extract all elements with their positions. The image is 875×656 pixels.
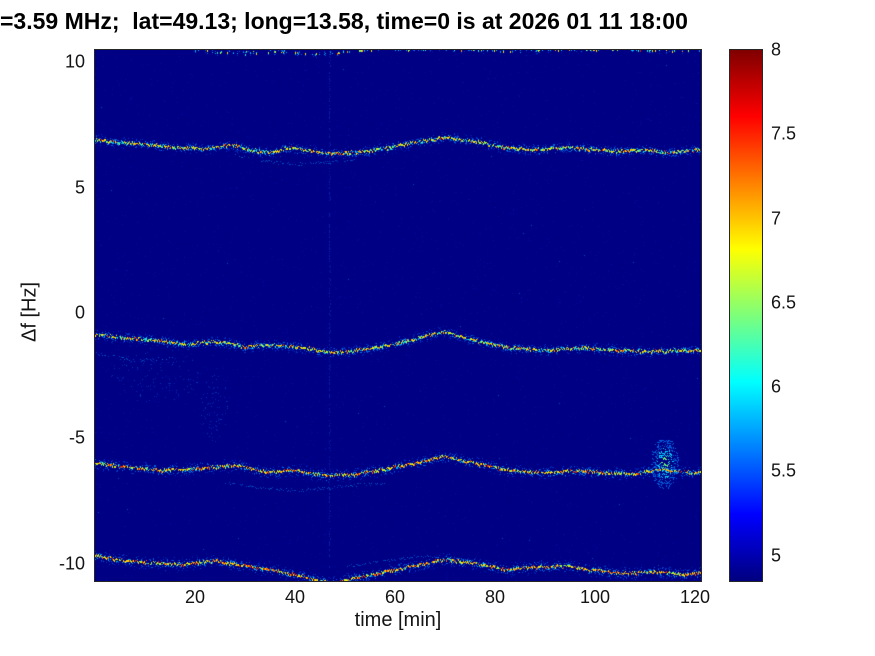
- chart-title: =3.59 MHz; lat=49.13; long=13.58, time=0…: [0, 8, 688, 34]
- plot-area: [94, 49, 702, 582]
- y-axis-label: Δf [Hz]: [18, 281, 41, 343]
- colorbar-tick-label: 8: [771, 39, 782, 60]
- colorbar-tick-label: 5: [771, 545, 782, 566]
- colorbar-tick-label: 6.5: [771, 292, 797, 313]
- colorbar-gradient: [730, 50, 762, 581]
- y-tick-label: 5: [74, 177, 85, 198]
- y-tick-label: -5: [68, 427, 85, 448]
- spectrogram-canvas: [95, 50, 701, 581]
- colorbar-tick-label: 6: [771, 376, 782, 397]
- y-tick-label: 0: [74, 302, 85, 323]
- colorbar-tick-label: 7: [771, 208, 782, 229]
- x-tick-label: 20: [184, 587, 206, 607]
- x-tick-label: 60: [384, 587, 406, 607]
- y-tick-label: 10: [64, 51, 85, 72]
- colorbar: [729, 49, 763, 582]
- x-tick-label: 100: [579, 587, 611, 607]
- colorbar-tick-label: 5.5: [771, 460, 797, 481]
- x-tick-label: 40: [284, 587, 306, 607]
- x-axis-label: time [min]: [354, 609, 442, 631]
- x-tick-label: 80: [484, 587, 506, 607]
- colorbar-tick-label: 7.5: [771, 123, 797, 144]
- y-tick-label: -10: [58, 553, 85, 574]
- x-tick-label: 120: [679, 587, 711, 607]
